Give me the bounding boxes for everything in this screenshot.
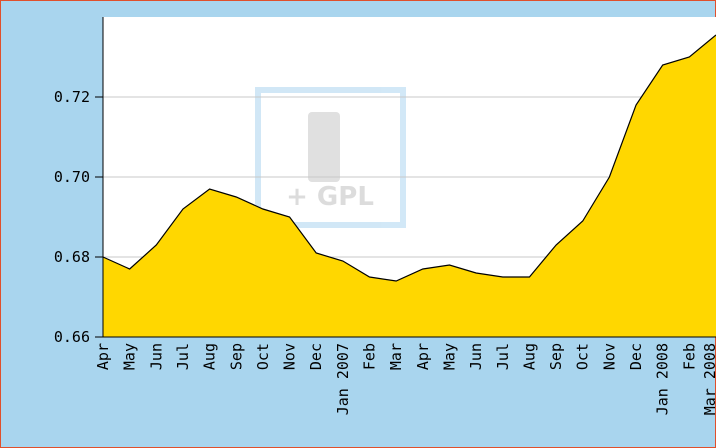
x-tick-label: Feb <box>680 343 698 370</box>
x-tick-label: Jul <box>174 343 192 370</box>
x-tick-label: Mar <box>387 343 405 370</box>
watermark-logo: + GPL <box>255 87 406 228</box>
x-tick-label: Sep <box>547 343 565 370</box>
x-tick-label: Sep <box>227 343 245 370</box>
x-tick-label: Aug <box>520 343 538 370</box>
x-tick-label: May <box>440 343 458 370</box>
area-line <box>102 34 716 282</box>
x-tick-label: Jun <box>467 343 485 370</box>
x-tick-label: Apr <box>94 343 112 370</box>
x-tick-label: Jun <box>147 343 165 370</box>
x-tick-label: Dec <box>627 343 645 370</box>
x-tick-label: Jan 2007 <box>334 343 352 415</box>
watermark: + GPL <box>286 182 374 212</box>
x-tick-label: Nov <box>281 343 299 370</box>
x-tick-label: Apr <box>414 343 432 370</box>
y-tick-label: 0.68 <box>54 248 90 266</box>
x-tick-label: Oct <box>574 343 592 370</box>
x-tick-label: Feb <box>361 343 379 370</box>
x-tick-label: Jan 2008 <box>654 343 672 415</box>
x-tick-label: Oct <box>254 343 272 370</box>
x-tick-label: Aug <box>201 343 219 370</box>
x-tick-label: Nov <box>600 343 618 370</box>
y-tick-label: 0.66 <box>54 328 90 346</box>
x-tick-label: Dec <box>307 343 325 370</box>
x-tick-label: Mar 2008 <box>701 343 716 415</box>
area <box>103 35 716 337</box>
x-tick-label: May <box>121 343 139 370</box>
x-tick-label: Jul <box>494 343 512 370</box>
y-tick-label: 0.70 <box>54 168 90 186</box>
y-tick-label: 0.72 <box>54 88 90 106</box>
